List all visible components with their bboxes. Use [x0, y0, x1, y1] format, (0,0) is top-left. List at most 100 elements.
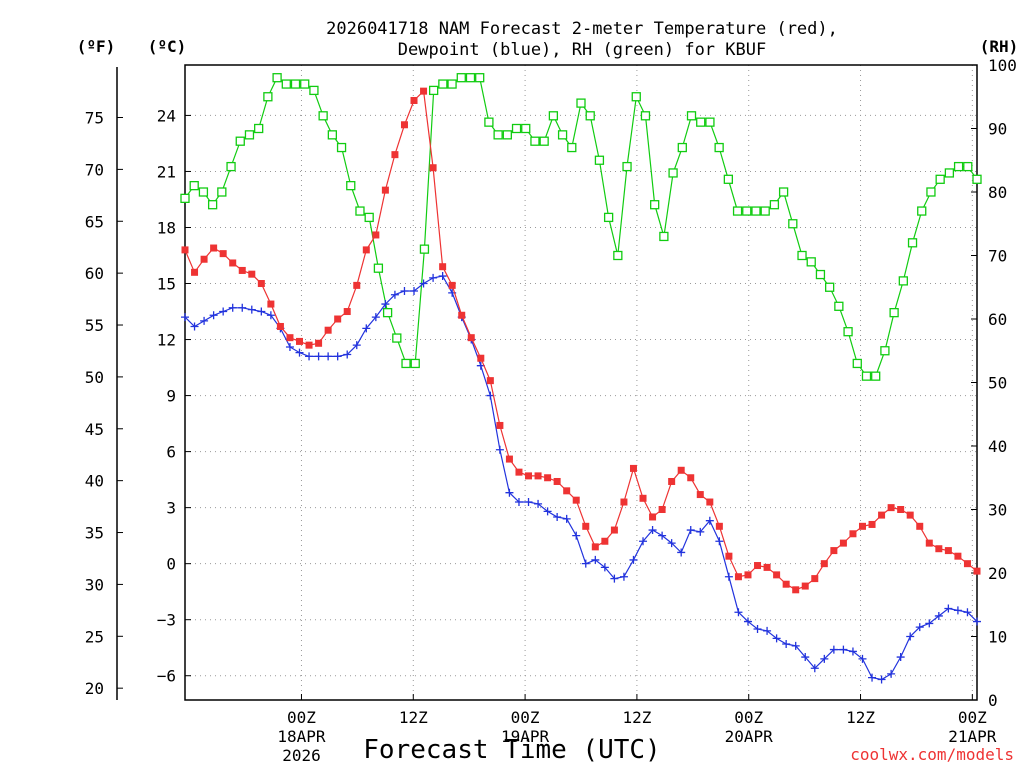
temperature-point: [563, 487, 571, 495]
dewpoint-point: [705, 516, 714, 525]
temperature-point: [343, 308, 351, 316]
celsius-tick-label: 0: [166, 555, 176, 574]
rh-point: [622, 161, 632, 172]
dewpoint-point: [848, 647, 857, 656]
temperature-point: [515, 468, 523, 476]
dewpoint-point: [839, 645, 848, 654]
rh-point: [650, 200, 660, 210]
rh-tick-label: 10: [988, 628, 1007, 647]
dewpoint-point: [247, 305, 256, 314]
rh-point: [686, 111, 697, 121]
temperature-point: [467, 334, 475, 342]
rh-point: [502, 130, 512, 140]
rh-point: [907, 238, 918, 248]
dewpoint-point: [820, 654, 829, 663]
temperature-point: [324, 326, 332, 334]
dewpoint-point: [791, 641, 800, 650]
temperature-point: [601, 537, 609, 545]
temperature-point: [696, 491, 704, 499]
dewpoint-point: [524, 498, 533, 507]
dewpoint-point: [648, 526, 657, 535]
dewpoint-point: [495, 445, 504, 454]
date-label: 21APR: [948, 727, 997, 746]
rh-point: [871, 371, 881, 381]
fahrenheit-tick-label: 20: [85, 679, 104, 698]
temperature-point: [353, 281, 361, 289]
dewpoint-point: [858, 654, 867, 663]
rh-point: [272, 73, 282, 83]
temperature-point: [429, 164, 437, 172]
dewpoint-point: [514, 498, 523, 507]
chart-title-line1: 2026041718 NAM Forecast 2-meter Temperat…: [326, 19, 838, 39]
dewpoint-point: [285, 343, 294, 352]
rh-point: [834, 301, 844, 311]
rh-point: [254, 123, 264, 134]
dewpoint-point: [887, 669, 896, 678]
temperature-point: [525, 472, 533, 480]
temperature-point: [878, 511, 886, 519]
celsius-tick-label: 3: [166, 499, 176, 518]
celsius-axis-ticks: 24 21 18 15 12 9 6 3 0 −3 −6: [157, 106, 191, 686]
temperature-point: [582, 522, 590, 530]
rh-point: [447, 79, 457, 89]
fahrenheit-tick-label: 75: [85, 109, 104, 128]
temperature-point: [286, 334, 294, 342]
rh-point: [493, 130, 503, 140]
temperature-point: [782, 580, 790, 588]
rh-point: [217, 187, 227, 197]
temperature-point: [963, 560, 971, 568]
dewpoint-point: [734, 608, 743, 617]
rh-point: [594, 155, 605, 165]
dewpoint-point: [400, 286, 409, 295]
dewpoint-point: [429, 273, 438, 282]
rh-tick-label: 50: [988, 374, 1007, 393]
temperature-point: [706, 498, 714, 506]
dewpoint-point: [257, 307, 266, 316]
date-label: 20APR: [725, 727, 774, 746]
fahrenheit-tick-label: 45: [85, 420, 104, 439]
rh-point: [640, 111, 651, 121]
dewpoint-point: [953, 606, 962, 615]
rh-point: [613, 250, 623, 261]
rh-point: [723, 174, 733, 184]
temperature-point: [276, 322, 284, 330]
temperature-point: [486, 377, 494, 385]
rh-point: [659, 231, 669, 242]
rh-point: [825, 282, 835, 292]
rh-point: [318, 111, 328, 121]
rh-point: [382, 307, 393, 318]
temperature-point: [296, 337, 304, 345]
dewpoint-point: [772, 634, 781, 643]
dewpoint-point: [362, 324, 371, 333]
dewpoint-point: [438, 272, 447, 281]
rh-point: [751, 206, 761, 216]
rh-series: [180, 73, 982, 381]
temperature-point: [505, 455, 513, 463]
dewpoint-point: [190, 322, 199, 331]
temperature-point: [944, 547, 952, 555]
rh-point: [668, 168, 678, 178]
celsius-tick-label: 9: [166, 387, 176, 406]
year-label: 2026: [282, 746, 321, 765]
fahrenheit-tick-label: 25: [85, 627, 104, 646]
rh-point: [926, 187, 936, 197]
rh-point: [917, 206, 927, 216]
rh-point: [290, 79, 301, 89]
rh-point: [944, 168, 955, 178]
temperature-point: [801, 582, 809, 590]
dewpoint-point: [314, 352, 323, 361]
temperature-point: [200, 255, 208, 263]
dewpoint-point: [619, 572, 628, 581]
rh-point: [843, 327, 853, 337]
rh-point: [235, 136, 245, 146]
rh-tick-label: 100: [988, 56, 1017, 75]
temperature-point: [849, 530, 857, 538]
celsius-tick-label: 24: [157, 106, 176, 125]
temperature-point: [868, 520, 876, 528]
temperature-point: [210, 244, 218, 252]
rh-point: [392, 333, 402, 343]
temperature-point: [191, 268, 199, 276]
temperature-point: [372, 231, 380, 239]
rh-point: [309, 85, 319, 96]
